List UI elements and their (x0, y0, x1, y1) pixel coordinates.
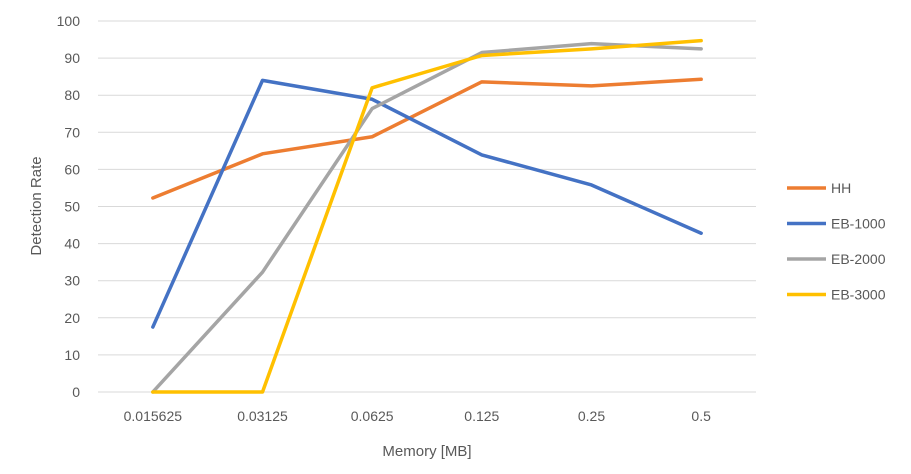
legend-item-eb-2000: EB-2000 (787, 251, 886, 267)
y-axis-label: Detection Rate (28, 156, 45, 255)
y-tick-label: 20 (64, 310, 80, 326)
series-line-eb-2000 (151, 41, 703, 394)
y-tick-label: 90 (64, 50, 80, 66)
y-tick-label: 60 (64, 161, 80, 177)
legend-label: EB-3000 (831, 287, 886, 303)
legend-label: EB-1000 (831, 216, 886, 232)
x-tick-label: 0.015625 (124, 408, 183, 424)
y-tick-label: 80 (64, 87, 80, 103)
series-lines (151, 38, 703, 394)
y-tick-label: 100 (57, 13, 81, 29)
x-tick-label: 0.0625 (351, 408, 394, 424)
series-line-eb-3000 (151, 38, 703, 394)
legend-item-eb-1000: EB-1000 (787, 216, 886, 232)
series-line-hh (151, 77, 703, 200)
y-tick-label: 0 (72, 384, 80, 400)
x-tick-label: 0.125 (464, 408, 499, 424)
x-axis-ticks: 0.015625 0.03125 0.0625 0.125 0.25 0.5 (124, 408, 711, 424)
x-tick-label: 0.03125 (237, 408, 288, 424)
y-axis-ticks: 0 10 20 30 40 50 60 70 80 90 100 (57, 13, 81, 400)
legend-label: HH (831, 180, 851, 196)
legend-label: EB-2000 (831, 251, 886, 267)
y-tick-label: 30 (64, 273, 80, 289)
y-tick-label: 40 (64, 236, 80, 252)
legend: HH EB-1000 EB-2000 EB-3000 (787, 180, 886, 303)
series-line-eb-1000 (151, 78, 703, 329)
legend-item-hh: HH (787, 180, 851, 196)
legend-item-eb-3000: EB-3000 (787, 287, 886, 303)
x-tick-label: 0.25 (578, 408, 605, 424)
y-tick-label: 50 (64, 199, 80, 215)
x-tick-label: 0.5 (691, 408, 711, 424)
x-axis-label: Memory [MB] (382, 443, 471, 460)
y-tick-label: 70 (64, 124, 80, 140)
y-tick-label: 10 (64, 347, 80, 363)
gridlines (98, 20, 756, 393)
